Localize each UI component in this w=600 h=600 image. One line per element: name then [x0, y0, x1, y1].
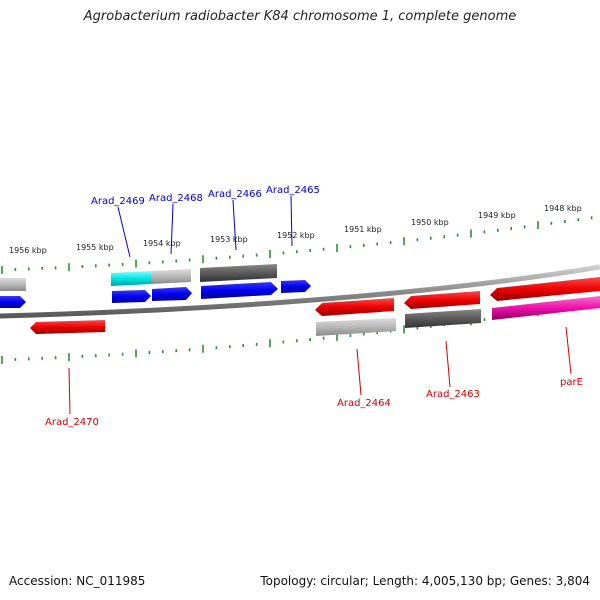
accession-text: Accession: NC_011985 [9, 574, 146, 588]
leader-arad-2469 [117, 206, 131, 258]
leader-arad-2470 [68, 367, 71, 415]
scale-label-1954: 1954 kbp [143, 239, 181, 248]
inner-gene-row [316, 309, 481, 336]
forward-genes [0, 280, 311, 308]
leader-arad-2463 [445, 340, 451, 388]
scale-labels: 1956 kbp 1955 kbp 1954 kbp 1953 kbp 1952… [9, 204, 582, 255]
leader-arad-2465 [290, 195, 293, 247]
leader-arad-2466 [232, 199, 237, 251]
reverse-genes [30, 277, 600, 334]
gene-label-pare[interactable]: parE [560, 377, 583, 388]
scale-label-1955: 1955 kbp [76, 243, 114, 252]
genes-value: 3,804 [555, 574, 590, 588]
gene-arrow-pink[interactable] [492, 296, 600, 320]
gene-block-dark[interactable] [200, 264, 277, 282]
gene-block-dark-inner[interactable] [405, 309, 481, 328]
genome-backbone [0, 264, 600, 319]
gene-labels: Arad_2469 Arad_2468 Arad_2466 Arad_2465 … [45, 185, 583, 428]
gene-arrow-arad-2469[interactable] [112, 290, 151, 303]
gene-label-arad-2464[interactable]: Arad_2464 [337, 398, 391, 409]
gene-label-arad-2463[interactable]: Arad_2463 [426, 389, 480, 400]
scale-label-1956: 1956 kbp [9, 246, 47, 255]
genome-summary: Topology: circular; Length: 4,005,130 bp… [260, 574, 590, 588]
gene-label-arad-2470[interactable]: Arad_2470 [45, 417, 99, 428]
gene-arrow-arad-2466[interactable] [201, 282, 278, 299]
length-value: 4,005,130 bp [421, 574, 502, 588]
genes-prefix: ; Genes: [502, 574, 556, 588]
leader-arad-2468 [170, 203, 174, 255]
gene-arrow-arad-2464[interactable] [315, 298, 394, 316]
map-title: Agrobacterium radiobacter K84 chromosome… [83, 9, 517, 24]
topology-prefix: Topology: [260, 574, 321, 588]
gene-block-cyan[interactable] [111, 271, 151, 286]
gene-arrow-arad-2468[interactable] [152, 287, 192, 301]
length-prefix: ; Length: [364, 574, 422, 588]
topology-value: circular [320, 574, 365, 588]
leader-pare [565, 326, 572, 375]
scale-label-1948: 1948 kbp [544, 204, 582, 213]
gene-label-arad-2469[interactable]: Arad_2469 [91, 196, 145, 207]
scale-label-1950: 1950 kbp [411, 218, 449, 227]
outer-gene-row-1 [0, 264, 277, 291]
leader-arad-2464 [356, 348, 362, 396]
scale-label-1951: 1951 kbp [344, 225, 382, 234]
outer-scale-ticks [1, 216, 593, 274]
label-leaders [68, 195, 572, 415]
gene-block-light-inner[interactable] [316, 318, 396, 336]
gene-arrow-left-blue[interactable] [0, 296, 26, 308]
gene-label-arad-2468[interactable]: Arad_2468 [149, 193, 203, 204]
scale-label-1952: 1952 kbp [277, 231, 315, 240]
scale-label-1949: 1949 kbp [478, 211, 516, 220]
gene-arrow-arad-2463[interactable] [404, 291, 480, 309]
gene-block-light[interactable] [151, 269, 191, 284]
gene-arrow-arad-2470[interactable] [30, 320, 105, 334]
gene-arrow-arad-2465[interactable] [281, 280, 311, 293]
gene-arrow-pare[interactable] [490, 277, 600, 301]
gene-block-light-left[interactable] [0, 278, 26, 291]
gene-label-arad-2466[interactable]: Arad_2466 [208, 189, 262, 200]
gene-label-arad-2465[interactable]: Arad_2465 [266, 185, 320, 196]
scale-label-1953: 1953 kbp [210, 235, 248, 244]
